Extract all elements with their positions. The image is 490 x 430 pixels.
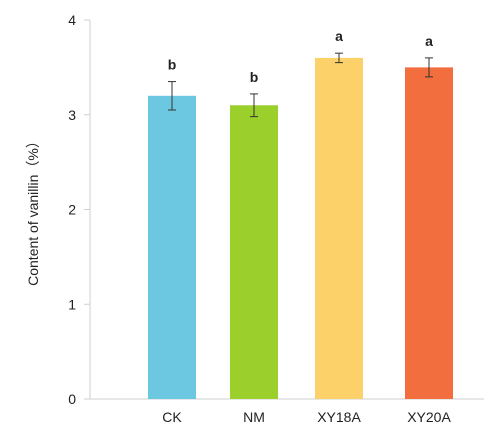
error-bars xyxy=(168,52,433,118)
bar-ck xyxy=(148,95,196,400)
bars xyxy=(148,57,453,400)
bar-nm xyxy=(230,105,278,400)
y-tick-label: 2 xyxy=(68,202,76,218)
significance-label: b xyxy=(168,57,177,73)
y-tick-label: 1 xyxy=(68,296,76,312)
x-tick-label: CK xyxy=(162,409,182,425)
significance-label: a xyxy=(335,28,343,44)
significance-labels: b b a a xyxy=(168,28,433,85)
y-tick-label: 3 xyxy=(68,107,76,123)
x-tick-label: NM xyxy=(243,409,265,425)
x-tick-label: XY18A xyxy=(317,409,361,425)
bar-xy18a xyxy=(315,57,363,400)
y-tick-labels: 0 1 2 3 4 xyxy=(68,12,90,407)
error-bar-ck xyxy=(168,81,176,111)
bar-xy20a xyxy=(405,67,453,399)
significance-label: a xyxy=(425,33,433,49)
significance-label: b xyxy=(250,69,259,85)
y-axis-label: Content of vanillin（%） xyxy=(25,134,41,286)
error-bar-xy20a xyxy=(425,57,433,78)
x-tick-label: XY20A xyxy=(407,409,451,425)
y-tick-label: 4 xyxy=(68,12,76,28)
error-bar-nm xyxy=(250,93,258,118)
error-bar-xy18a xyxy=(335,52,343,64)
y-tick-label: 0 xyxy=(68,391,76,407)
x-tick-labels: CK NM XY18A XY20A xyxy=(162,409,451,425)
